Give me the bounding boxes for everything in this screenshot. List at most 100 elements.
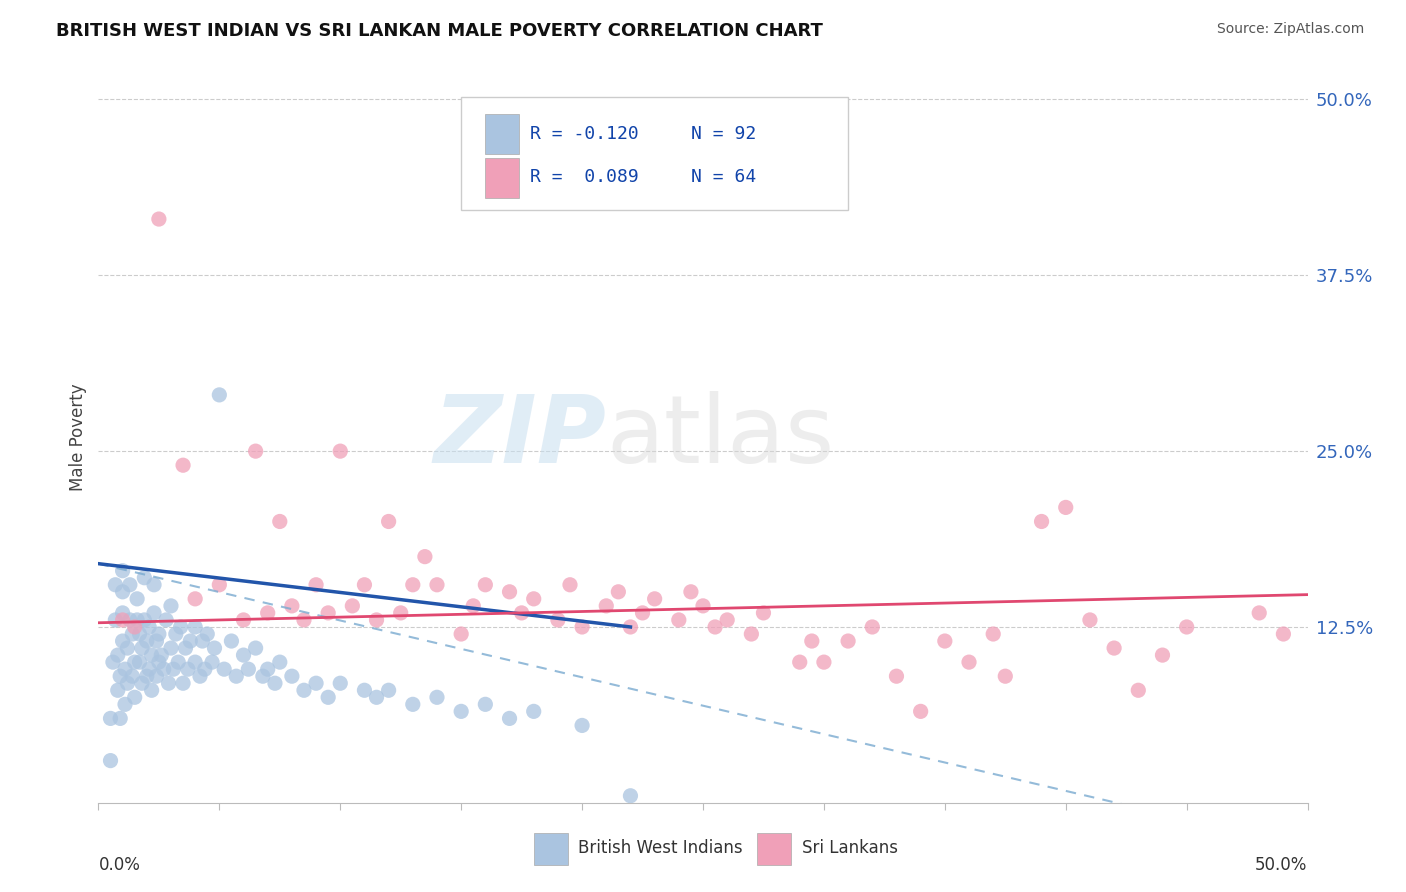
- Point: [1272, 627, 1295, 641]
- Point: [547, 613, 569, 627]
- Point: [644, 591, 666, 606]
- Point: [269, 515, 291, 529]
- Point: [212, 662, 235, 676]
- Point: [107, 648, 129, 662]
- Point: [353, 683, 375, 698]
- Text: 0.0%: 0.0%: [98, 856, 141, 874]
- Point: [740, 627, 762, 641]
- Point: [184, 655, 207, 669]
- Point: [172, 458, 194, 473]
- Point: [402, 578, 425, 592]
- Point: [329, 444, 352, 458]
- FancyBboxPatch shape: [461, 97, 848, 211]
- Point: [402, 698, 425, 712]
- Text: ZIP: ZIP: [433, 391, 606, 483]
- Point: [148, 655, 170, 669]
- Point: [1078, 613, 1101, 627]
- FancyBboxPatch shape: [534, 833, 568, 865]
- Point: [269, 655, 291, 669]
- Point: [172, 676, 194, 690]
- Point: [174, 641, 197, 656]
- Text: N = 92: N = 92: [690, 125, 756, 143]
- Text: atlas: atlas: [606, 391, 835, 483]
- Point: [194, 662, 217, 676]
- FancyBboxPatch shape: [485, 114, 519, 154]
- Point: [127, 613, 149, 627]
- Point: [789, 655, 811, 669]
- Point: [426, 690, 449, 705]
- Point: [208, 388, 231, 402]
- Point: [1128, 683, 1150, 698]
- Point: [184, 620, 207, 634]
- Point: [716, 613, 738, 627]
- Text: Source: ZipAtlas.com: Source: ZipAtlas.com: [1216, 22, 1364, 37]
- Point: [238, 662, 260, 676]
- Point: [111, 584, 134, 599]
- Point: [571, 620, 593, 634]
- Point: [152, 662, 174, 676]
- Point: [619, 620, 641, 634]
- Point: [148, 212, 170, 227]
- Point: [463, 599, 485, 613]
- Point: [143, 606, 166, 620]
- Point: [668, 613, 690, 627]
- Point: [208, 578, 231, 592]
- Point: [111, 606, 134, 620]
- Point: [108, 711, 131, 725]
- Point: [221, 634, 243, 648]
- Point: [752, 606, 775, 620]
- Point: [232, 648, 254, 662]
- Point: [184, 591, 207, 606]
- Point: [121, 627, 143, 641]
- Text: R = -0.120: R = -0.120: [530, 125, 638, 143]
- Point: [127, 591, 149, 606]
- Point: [118, 613, 141, 627]
- Point: [179, 634, 201, 648]
- Point: [498, 584, 520, 599]
- Point: [1175, 620, 1198, 634]
- Point: [426, 578, 449, 592]
- Point: [523, 591, 546, 606]
- Point: [523, 705, 546, 719]
- Point: [141, 683, 163, 698]
- Point: [245, 444, 267, 458]
- Point: [141, 648, 163, 662]
- Point: [389, 606, 412, 620]
- Point: [342, 599, 364, 613]
- Point: [118, 578, 141, 592]
- Point: [107, 683, 129, 698]
- Point: [160, 641, 183, 656]
- Point: [1031, 515, 1053, 529]
- Point: [510, 606, 533, 620]
- Point: [145, 669, 167, 683]
- Point: [128, 655, 150, 669]
- Point: [114, 662, 136, 676]
- Point: [256, 662, 278, 676]
- Point: [292, 613, 315, 627]
- Point: [131, 676, 153, 690]
- Point: [498, 711, 520, 725]
- Point: [135, 634, 157, 648]
- Point: [813, 655, 835, 669]
- Point: [910, 705, 932, 719]
- FancyBboxPatch shape: [485, 158, 519, 198]
- Point: [957, 655, 980, 669]
- Point: [366, 690, 388, 705]
- Point: [631, 606, 654, 620]
- Point: [155, 613, 177, 627]
- Text: 50.0%: 50.0%: [1256, 856, 1308, 874]
- Point: [377, 683, 399, 698]
- Text: Sri Lankans: Sri Lankans: [803, 839, 898, 857]
- Point: [160, 599, 183, 613]
- Point: [108, 669, 131, 683]
- Point: [145, 634, 167, 648]
- Point: [191, 634, 214, 648]
- Point: [1249, 606, 1271, 620]
- Point: [100, 754, 122, 768]
- Point: [245, 641, 267, 656]
- Point: [111, 634, 134, 648]
- Point: [135, 669, 157, 683]
- Point: [1054, 500, 1077, 515]
- Point: [474, 698, 496, 712]
- Point: [134, 571, 156, 585]
